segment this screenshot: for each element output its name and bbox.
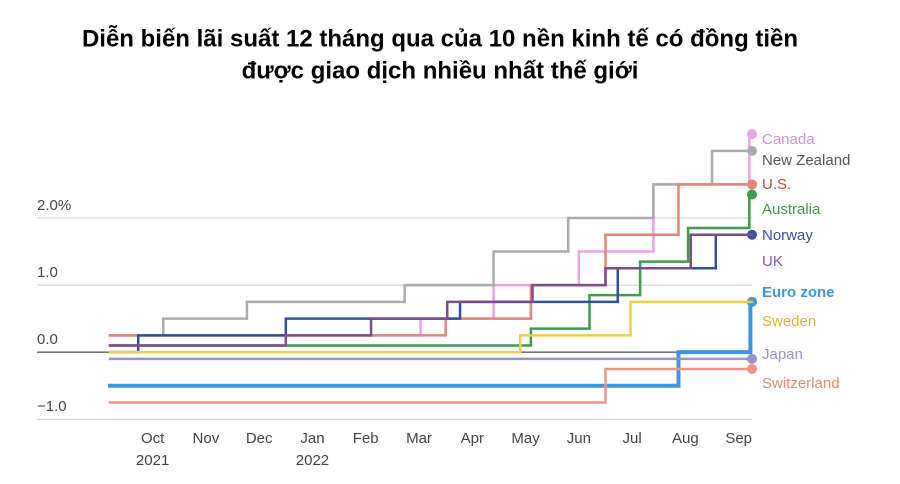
legend-label: Euro zone (762, 284, 835, 301)
end-dot (747, 189, 757, 200)
legend-label: Sweden (762, 313, 816, 330)
chart-title: Diễn biến lãi suất 12 tháng qua của 10 n… (82, 24, 798, 52)
end-dot (747, 129, 757, 140)
x-year-label: 2022 (296, 452, 329, 469)
legend-label: UK (762, 253, 783, 270)
x-tick-label: Sep (725, 430, 752, 447)
y-tick-label: −1.0 (37, 398, 67, 415)
x-tick-label: Jul (623, 430, 642, 447)
y-tick-label: 2.0% (37, 197, 71, 214)
y-tick-label: 1.0 (37, 264, 58, 281)
legend-label: Japan (762, 346, 803, 363)
legend-label: U.S. (762, 176, 791, 193)
x-tick-label: Jan (300, 430, 324, 447)
x-tick-label: Apr (461, 430, 484, 447)
legend-label: Australia (762, 201, 821, 218)
x-tick-label: Dec (246, 430, 273, 447)
x-tick-label: May (511, 430, 540, 447)
legend-label: Norway (762, 227, 813, 244)
x-year-label: 2021 (136, 452, 169, 469)
end-dot (747, 179, 757, 190)
x-tick-label: Aug (672, 430, 699, 447)
end-dot (747, 353, 757, 364)
legend-label: New Zealand (762, 152, 850, 169)
legend-label: Canada (762, 131, 815, 148)
y-tick-label: 0.0 (37, 331, 58, 348)
x-tick-label: Nov (193, 430, 220, 447)
end-dot (747, 363, 757, 374)
chart-title: được giao dịch nhiều nhất thế giới (242, 57, 639, 84)
x-tick-label: Jun (567, 430, 591, 447)
legend-label: Switzerland (762, 375, 840, 392)
end-dot (747, 145, 757, 156)
x-tick-label: Mar (406, 430, 432, 447)
x-tick-label: Feb (353, 430, 379, 447)
x-tick-label: Oct (141, 430, 165, 447)
